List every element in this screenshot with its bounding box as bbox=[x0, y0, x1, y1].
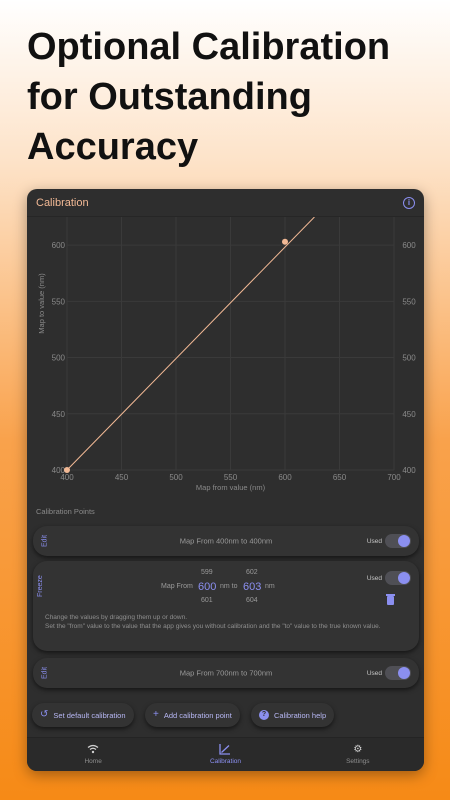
restore-icon: ↺ bbox=[40, 709, 49, 720]
headline-line-2: for Outstanding bbox=[27, 76, 312, 118]
wifi-icon-svg bbox=[87, 744, 99, 754]
chart-icon-svg bbox=[219, 744, 231, 755]
used-toggle[interactable] bbox=[385, 666, 411, 680]
y-tick-label-right: 400 bbox=[402, 466, 416, 475]
app-bar: Calibration i bbox=[27, 189, 424, 217]
x-tick-label: 650 bbox=[333, 473, 347, 482]
x-tick-label: 500 bbox=[169, 473, 183, 482]
to-value-picker[interactable]: 603 bbox=[243, 581, 262, 593]
calibration-point bbox=[64, 467, 70, 473]
from-next-value: 601 bbox=[201, 597, 213, 604]
y-tick-label-right: 550 bbox=[402, 297, 416, 306]
calibration-chart: 400 450 500 550 600 650 700 400 400 450 450 500 500 5… bbox=[27, 217, 424, 501]
gear-icon: ⚙ bbox=[353, 744, 363, 755]
used-toggle[interactable] bbox=[385, 571, 411, 585]
y-tick-label-left: 450 bbox=[52, 410, 66, 419]
app-title: Calibration bbox=[36, 196, 89, 209]
set-default-calibration-button[interactable]: ↺ Set default calibration bbox=[32, 703, 134, 727]
from-prev-value: 599 bbox=[201, 569, 213, 576]
toggle-knob bbox=[398, 535, 410, 547]
y-axis-label: Map to value (nm) bbox=[37, 273, 46, 334]
y-tick-label-right: 500 bbox=[402, 354, 416, 363]
info-icon[interactable]: i bbox=[403, 196, 415, 209]
delete-icon[interactable] bbox=[386, 594, 395, 605]
add-calibration-point-button[interactable]: + Add calibration point bbox=[145, 703, 240, 727]
toggle-knob bbox=[398, 667, 410, 679]
to-prev-value: 602 bbox=[246, 569, 258, 576]
x-tick-label: 550 bbox=[224, 473, 238, 482]
calibration-line bbox=[66, 217, 315, 471]
x-tick-label: 450 bbox=[115, 473, 129, 482]
help-line-1: Change the values by dragging them up or… bbox=[45, 614, 188, 621]
toggle-knob bbox=[398, 572, 410, 584]
calibration-point-card-1[interactable]: Edit Map From 400nm to 400nm Used bbox=[33, 526, 419, 556]
button-label: Set default calibration bbox=[53, 710, 126, 720]
nav-settings[interactable]: ⚙ Settings bbox=[308, 744, 408, 765]
calibration-point-card-2: Freeze 599 Map From 600 nm to 603 nm 602… bbox=[33, 561, 419, 651]
nav-home[interactable]: Home bbox=[43, 744, 143, 765]
x-tick-label: 700 bbox=[387, 473, 401, 482]
y-tick-label-left: 400 bbox=[52, 466, 66, 475]
nav-label: Home bbox=[84, 758, 102, 765]
y-tick-label-left: 600 bbox=[52, 241, 66, 250]
phone-screen: Calibration i 400 450 500 550 600 650 700 400 40… bbox=[27, 189, 424, 771]
section-label: Calibration Points bbox=[36, 507, 95, 516]
nm-label: nm bbox=[265, 583, 275, 590]
help-icon: ? bbox=[259, 710, 269, 720]
value-picker: 599 Map From 600 nm to 603 nm 602 601 60… bbox=[33, 567, 419, 607]
nav-label: Calibration bbox=[209, 758, 242, 765]
y-tick-label-right: 450 bbox=[402, 410, 416, 419]
from-value-picker[interactable]: 600 bbox=[198, 581, 217, 593]
bottom-nav: Home Calibration ⚙ Settings bbox=[27, 737, 424, 771]
y-tick-label-left: 550 bbox=[52, 297, 66, 306]
nm-to-label: nm to bbox=[220, 583, 238, 590]
toggle-label: Used bbox=[366, 669, 382, 677]
help-line-2: Set the "from" value to the value that t… bbox=[45, 623, 381, 630]
map-from-label: Map From bbox=[161, 583, 193, 590]
nav-calibration[interactable]: Calibration bbox=[175, 744, 275, 765]
card-summary: Map From 400nm to 400nm bbox=[179, 536, 273, 546]
to-next-value: 604 bbox=[246, 597, 258, 604]
used-toggle[interactable] bbox=[385, 534, 411, 548]
card-summary: Map From 700nm to 700nm bbox=[179, 668, 273, 678]
help-text: Change the values by dragging them up or… bbox=[45, 613, 405, 631]
button-label: Calibration help bbox=[274, 710, 327, 720]
button-label: Add calibration point bbox=[163, 710, 232, 720]
x-axis-label: Map from value (nm) bbox=[196, 483, 266, 492]
wifi-icon bbox=[43, 744, 143, 756]
used-toggle-group[interactable]: Used bbox=[367, 534, 411, 548]
headline-line-3: Accuracy bbox=[27, 126, 199, 168]
used-toggle-group[interactable]: Used bbox=[367, 666, 411, 680]
x-tick-label: 400 bbox=[60, 473, 74, 482]
x-tick-label: 600 bbox=[278, 473, 292, 482]
used-toggle-group[interactable]: Used bbox=[367, 571, 411, 585]
calibration-point-card-3[interactable]: Edit Map From 700nm to 700nm Used bbox=[33, 658, 419, 688]
headline: Optional Calibration for Outstanding Acc… bbox=[27, 22, 427, 172]
toggle-label: Used bbox=[366, 574, 382, 582]
nav-label: Settings bbox=[346, 758, 370, 765]
y-tick-label-left: 500 bbox=[52, 354, 66, 363]
chart-icon bbox=[175, 744, 275, 756]
plus-icon: + bbox=[153, 709, 159, 720]
y-tick-label-right: 600 bbox=[402, 241, 416, 250]
toggle-label: Used bbox=[366, 537, 382, 545]
headline-line-1: Optional Calibration bbox=[27, 26, 391, 68]
calibration-point bbox=[282, 238, 288, 245]
calibration-help-button[interactable]: ? Calibration help bbox=[251, 703, 335, 727]
